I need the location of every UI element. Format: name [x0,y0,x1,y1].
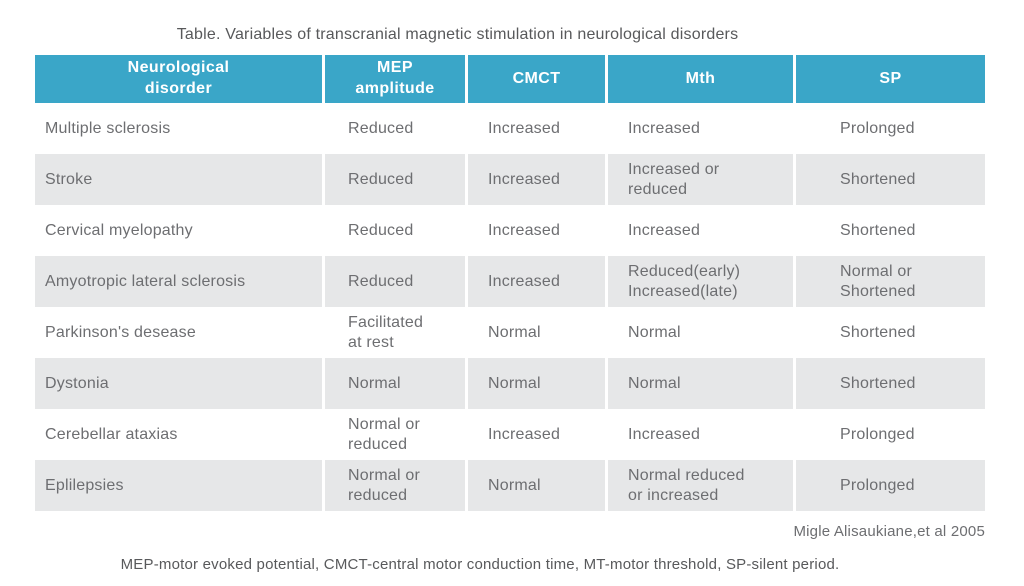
table-row-amyotropic-lateral-sclerosis: Amyotropic lateral sclerosis Reduced Inc… [35,256,985,307]
cell-sp: Prolonged [793,103,985,154]
header-cell-sp: SP [793,55,985,103]
cell-sp: Prolonged [793,409,985,460]
cell-mep-amplitude: Normal or reduced [322,460,465,511]
table-row-eplilepsies: Eplilepsies Normal or reduced Normal Nor… [35,460,985,511]
cell-cmct: Normal [465,358,605,409]
cell-sp: Prolonged [793,460,985,511]
cell-mth: Increased or reduced [605,154,793,205]
cell-mep-amplitude: Reduced [322,103,465,154]
header-cell-mth: Mth [605,55,793,103]
cell-mth: Increased [605,205,793,256]
table-header-row: Neurological disorder MEP amplitude CMCT… [35,55,985,103]
cell-mth: Increased [605,103,793,154]
header-cell-cmct: CMCT [465,55,605,103]
cell-cmct: Increased [465,409,605,460]
cell-sp: Shortened [793,307,985,358]
cell-cmct: Normal [465,307,605,358]
table-caption: Table. Variables of transcranial magneti… [176,26,739,43]
cell-cmct: Increased [465,256,605,307]
cell-cmct: Increased [465,154,605,205]
cell-cmct: Normal [465,460,605,511]
cell-mep-amplitude: Normal [322,358,465,409]
cell-mth: Normal reduced or increased [605,460,793,511]
cell-mep-amplitude: Normal or reduced [322,409,465,460]
cell-mep-amplitude: Facilitated at rest [322,307,465,358]
cell-mth: Reduced(early) Increased(late) [605,256,793,307]
cell-sp: Shortened [793,205,985,256]
table-row-stroke: Stroke Reduced Increased Increased or re… [35,154,985,205]
cell-sp: Shortened [793,154,985,205]
cell-mep-amplitude: Reduced [322,256,465,307]
cell-disorder: Stroke [45,170,93,188]
cell-sp: Normal or Shortened [793,256,985,307]
cell-disorder: Parkinson's desease [45,323,196,341]
abbreviations-footnote: MEP-motor evoked potential, CMCT-central… [120,556,840,573]
cell-disorder: Eplilepsies [45,476,124,494]
cell-disorder: Cervical myelopathy [45,221,193,239]
header-cell-neurological-disorder: Neurological disorder [127,59,230,97]
cell-disorder: Amyotropic lateral sclerosis [45,272,246,290]
cell-mth: Normal [605,358,793,409]
cell-sp: Shortened [793,358,985,409]
cell-disorder: Dystonia [45,374,109,392]
cell-mep-amplitude: Reduced [322,205,465,256]
cell-cmct: Increased [465,103,605,154]
cell-disorder: Cerebellar ataxias [45,425,178,443]
source-citation: Migle Alisaukiane,et al 2005 [793,523,985,540]
table-row-multiple-sclerosis: Multiple sclerosis Reduced Increased Inc… [35,103,985,154]
cell-disorder: Multiple sclerosis [45,119,171,137]
cell-mth: Increased [605,409,793,460]
header-cell-mep-amplitude: MEP amplitude [322,55,465,103]
cell-mep-amplitude: Reduced [322,154,465,205]
table-row-parkinsons-desease: Parkinson's desease Facilitated at rest … [35,307,985,358]
data-table: Neurological disorder MEP amplitude CMCT… [35,55,985,511]
cell-mth: Normal [605,307,793,358]
table-row-dystonia: Dystonia Normal Normal Normal Shortened [35,358,985,409]
table-row-cerebellar-ataxias: Cerebellar ataxias Normal or reduced Inc… [35,409,985,460]
table-row-cervical-myelopathy: Cervical myelopathy Reduced Increased In… [35,205,985,256]
cell-cmct: Increased [465,205,605,256]
